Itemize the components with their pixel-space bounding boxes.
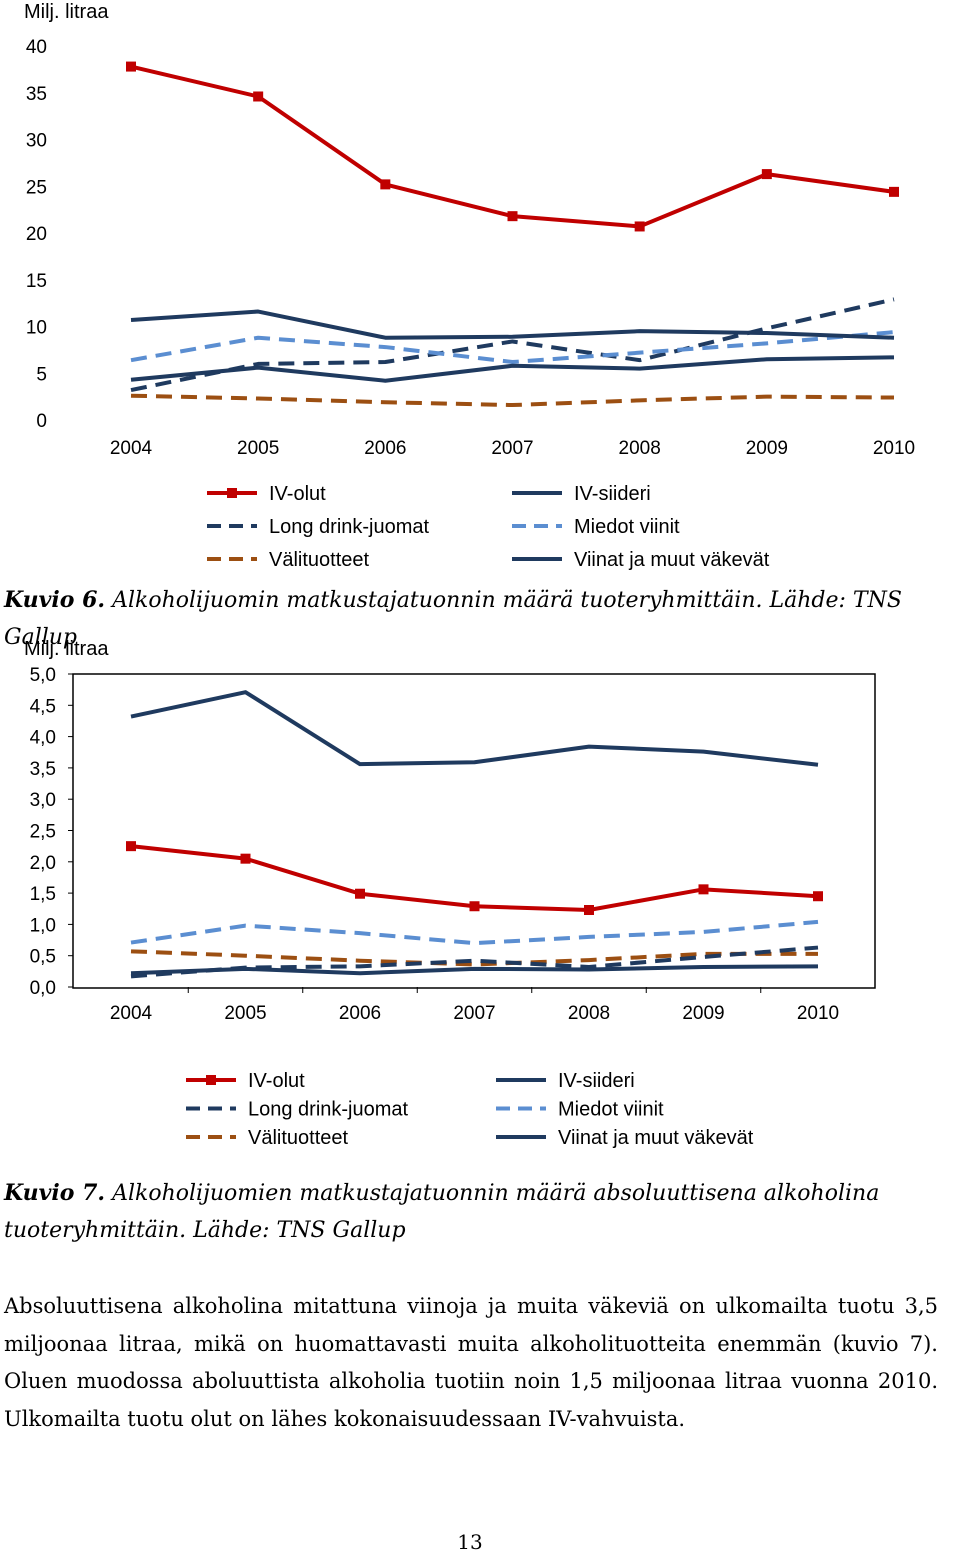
chart-kuvio-7: Milj. litraa 0,0 0,5 1,0 1,5 2,0 2,5 3,0 3,5 4,0… — [24, 638, 876, 1149]
data-point-iv-olut — [813, 891, 823, 902]
y-tick-label: 2,5 — [30, 822, 56, 843]
legend-label-iv-siideri: IV-siideri — [558, 1070, 635, 1092]
y-tick-label: 2,0 — [30, 853, 56, 874]
y-tick-label: 3,0 — [30, 790, 56, 811]
legend-label-long-drink-juomat: Long drink-juomat — [269, 516, 430, 538]
series-line-iv-siideri — [130, 355, 895, 383]
y-tick-label: 0 — [36, 411, 47, 432]
y-tick-label: 1,0 — [30, 915, 56, 936]
legend-label-iv-olut: IV-olut — [248, 1070, 305, 1092]
y-tick-label: 1,5 — [30, 884, 56, 905]
figure-caption-7: Kuvio 7. Alkoholijuomien matkustajatuonn… — [4, 1175, 954, 1249]
series-line-miedot-viinit — [130, 330, 895, 365]
data-point-iv-olut — [889, 186, 899, 197]
chart-kuvio-6: Milj. litraa 0 5 10 15 20 25 30 35 40 2004 2005 20… — [24, 1, 915, 571]
y-tick-label: 40 — [26, 37, 47, 58]
y-tick-label: 5,0 — [30, 665, 56, 686]
data-point-iv-olut — [355, 888, 365, 899]
data-point-iv-olut — [380, 179, 391, 190]
series-line-iv-olut — [130, 844, 819, 913]
legend-label-viinat-ja-muut-vakevat: Viinat ja muut väkevät — [558, 1127, 754, 1149]
series-line-valituotteet — [130, 393, 895, 408]
figure-caption-text-6: Alkoholijuomin matkustajatuonnin määrä t… — [4, 588, 902, 650]
legend-label-iv-olut: IV-olut — [269, 483, 326, 505]
y-tick-label: 3,5 — [30, 759, 56, 780]
series-line-viinat-ja-muut-vakevat — [130, 309, 895, 340]
body-paragraph: Absoluuttisena alkoholina mitattuna viin… — [4, 1294, 938, 1431]
figure-caption-6: Kuvio 6. Alkoholijuomin matkustajatuonni… — [4, 582, 954, 656]
x-tick-label: 2007 — [491, 438, 533, 459]
legend-label-long-drink-juomat: Long drink-juomat — [248, 1099, 409, 1121]
legend-label-iv-siideri: IV-siideri — [574, 483, 651, 505]
data-point-iv-olut — [634, 221, 645, 232]
x-tick-label: 2005 — [224, 1003, 266, 1024]
figure-label-6: Kuvio 6. — [4, 587, 106, 613]
y-tick-label: 0,5 — [30, 947, 56, 968]
y-tick-label: 5 — [36, 364, 47, 385]
data-point-iv-olut — [126, 841, 136, 852]
x-tick-label: 2008 — [568, 1003, 610, 1024]
x-tick-label: 2005 — [237, 438, 279, 459]
page-number: 13 — [457, 1530, 483, 1554]
legend-label-miedot-viinit: Miedot viinit — [574, 516, 680, 538]
x-tick-label: 2004 — [110, 1003, 153, 1024]
legend-marker-iv-olut — [227, 488, 237, 498]
y-tick-label: 20 — [26, 224, 47, 245]
series-line-iv-siideri — [130, 964, 819, 976]
data-point-iv-olut — [698, 884, 709, 895]
x-tick-label: 2004 — [110, 438, 153, 459]
x-tick-label: 2006 — [339, 1003, 381, 1024]
series-line-viinat-ja-muut-vakevat — [130, 690, 819, 767]
data-point-iv-olut — [584, 905, 594, 916]
x-tick-label: 2009 — [682, 1003, 724, 1024]
data-point-iv-olut — [761, 169, 772, 180]
x-tick-label: 2006 — [364, 438, 406, 459]
y-tick-label: 4,0 — [30, 728, 56, 749]
x-tick-label: 2010 — [873, 438, 915, 459]
legend-label-valituotteet: Välituotteet — [248, 1127, 349, 1149]
x-tick-label: 2007 — [453, 1003, 495, 1024]
x-tick-label: 2010 — [797, 1003, 839, 1024]
series-line-valituotteet — [130, 949, 818, 967]
data-point-iv-olut — [253, 91, 264, 102]
y-tick-label: 0,0 — [30, 978, 56, 999]
legend-label-valituotteet: Välituotteet — [269, 549, 370, 571]
y-tick-label: 30 — [26, 131, 47, 152]
data-point-iv-olut — [507, 211, 518, 222]
x-tick-label: 2008 — [619, 438, 661, 459]
y-tick-label: 4,5 — [30, 696, 56, 717]
data-point-iv-olut — [469, 901, 480, 912]
y-tick-label: 25 — [26, 177, 47, 198]
legend-label-miedot-viinit: Miedot viinit — [558, 1099, 664, 1121]
series-line-miedot-viinit — [130, 919, 819, 946]
figure-caption-text-7: Alkoholijuomien matkustajatuonnin määrä … — [4, 1181, 880, 1243]
y-tick-label: 15 — [26, 271, 47, 292]
chart2-plot-frame — [72, 673, 876, 989]
data-point-iv-olut — [240, 853, 251, 864]
data-point-iv-olut — [126, 61, 136, 72]
figure-label-7: Kuvio 7. — [4, 1180, 106, 1206]
chart2-unit-label: Milj. litraa — [24, 638, 109, 660]
legend-label-viinat-ja-muut-vakevat: Viinat ja muut väkevät — [574, 549, 770, 571]
series-line-iv-olut — [130, 64, 895, 229]
y-tick-label: 35 — [26, 84, 47, 105]
series-line-long-drink-juomat — [130, 297, 895, 393]
legend-marker-iv-olut — [206, 1075, 216, 1085]
x-tick-label: 2009 — [746, 438, 788, 459]
chart1-unit-label: Milj. litraa — [24, 1, 109, 23]
y-tick-label: 10 — [26, 318, 47, 339]
